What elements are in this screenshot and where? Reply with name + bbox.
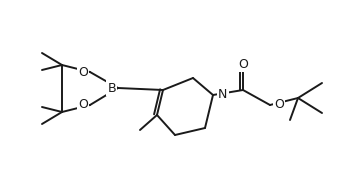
Text: O: O	[78, 99, 88, 112]
Text: O: O	[274, 99, 284, 112]
Text: O: O	[78, 65, 88, 78]
Text: N: N	[218, 89, 228, 102]
Text: B: B	[107, 81, 116, 95]
Text: O: O	[238, 58, 248, 71]
